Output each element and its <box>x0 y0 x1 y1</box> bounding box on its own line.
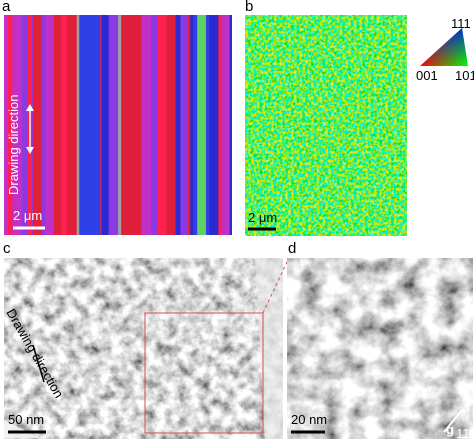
grain-stripe <box>41 15 47 235</box>
direction-arrow <box>32 344 45 383</box>
annotation: Drawing direction <box>6 95 21 195</box>
legend-label: 111 <box>451 16 471 31</box>
grain-stripe <box>193 15 198 235</box>
grain-stripe <box>150 15 159 235</box>
grain-stripe <box>221 15 231 235</box>
panel-label: c <box>3 240 11 257</box>
grain-stripe <box>218 15 223 235</box>
grain-stripe <box>101 15 110 235</box>
grain-stripe <box>205 15 210 235</box>
grain-stripe <box>165 15 177 235</box>
scale-label: 20 nm <box>291 412 327 427</box>
grain-stripe <box>31 15 34 235</box>
grain-stripe <box>72 15 78 235</box>
grain-stripe <box>76 15 80 235</box>
scale-label: 50 nm <box>8 412 44 427</box>
vector-symbol: g <box>446 422 454 437</box>
grain-stripe <box>175 15 181 235</box>
zoom-box <box>144 312 264 434</box>
grain-stripe <box>187 15 191 235</box>
grain-stripe <box>12 15 23 235</box>
grain-stripe <box>209 15 219 235</box>
grain-stripe <box>100 15 103 235</box>
grain-stripe <box>61 15 68 235</box>
grain-stripe <box>7 15 13 235</box>
grain-stripe <box>190 15 194 235</box>
tem-image <box>287 258 473 439</box>
grain-stripe <box>45 15 55 235</box>
g-vector <box>443 409 463 433</box>
ebsd-map <box>245 15 407 236</box>
grain-stripe <box>141 15 152 235</box>
panel-label: a <box>2 0 11 15</box>
grain-stripe <box>53 15 62 235</box>
legend-label: 001 <box>416 68 438 83</box>
arrow-head <box>26 147 34 154</box>
grain-stripe <box>4 15 9 235</box>
grain-stripe <box>121 15 132 235</box>
ebsd-map <box>4 15 232 235</box>
grain-stripe <box>66 15 74 235</box>
grain-stripe <box>180 15 189 235</box>
ipf-triangle-shade <box>420 28 468 66</box>
grain-stripe <box>108 15 119 235</box>
grain-stripe <box>197 15 207 235</box>
grain-stripe <box>157 15 167 235</box>
panel-label: b <box>245 0 253 15</box>
grain-stripe <box>22 15 28 235</box>
grain-stripe <box>32 15 43 235</box>
scale-label: 2 μm <box>13 208 42 223</box>
grain-stripe <box>229 15 232 235</box>
grain-stripe <box>130 15 138 235</box>
grain-stripe <box>94 15 101 235</box>
grain-stripe <box>136 15 142 235</box>
edge <box>255 258 283 439</box>
panel-label: d <box>288 240 296 257</box>
grain-stripe <box>85 15 95 235</box>
arrow-head <box>26 104 34 111</box>
grain-stripe <box>79 15 86 235</box>
grain-stripe <box>118 15 122 235</box>
legend-label: 101 <box>455 68 474 83</box>
vector-subscript: 110 <box>456 426 474 441</box>
tem-image <box>4 258 283 439</box>
scale-label: 2 μm <box>248 210 277 225</box>
